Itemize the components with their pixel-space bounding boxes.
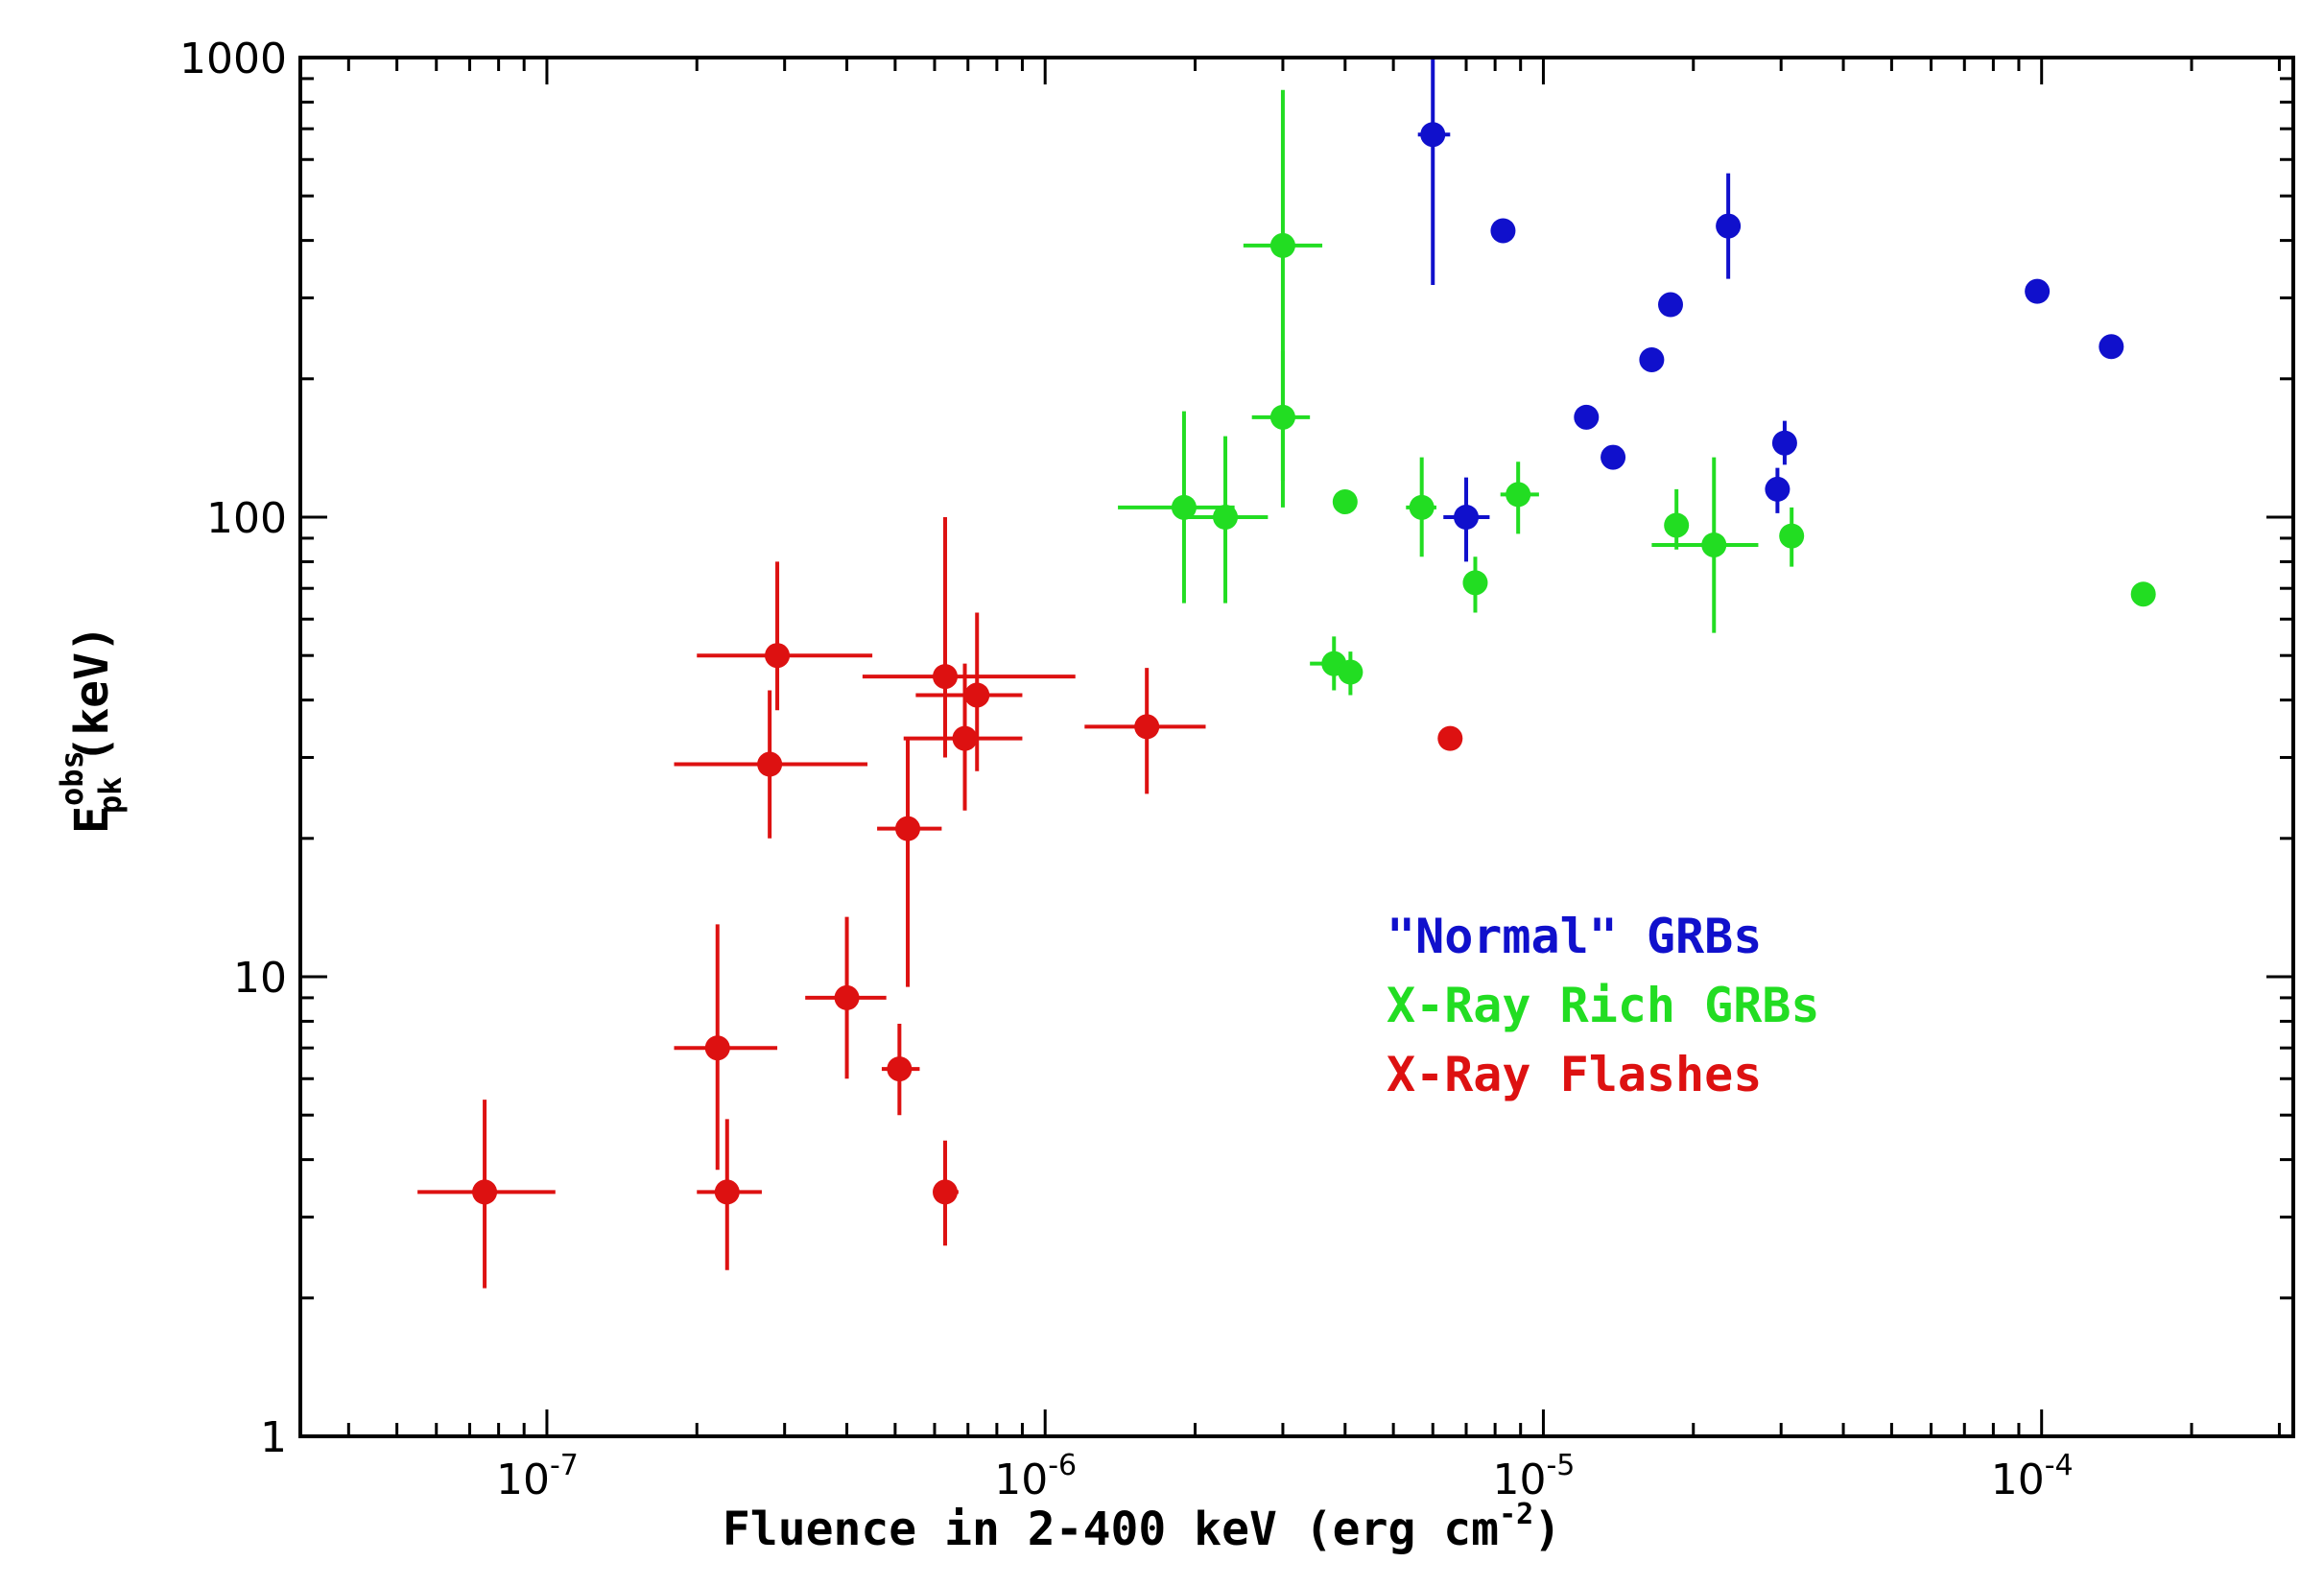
y-axis-label-unit: (keV) <box>65 625 119 764</box>
normal-grb-point <box>1490 218 1516 244</box>
legend: "Normal" GRBs X-Ray Rich GRBs X-Ray Flas… <box>1387 909 1820 1102</box>
normal-grb-point <box>2025 278 2051 304</box>
xray-flash-point <box>933 1179 959 1205</box>
xray-flash-point <box>933 664 959 690</box>
xray-rich-grb-point <box>2130 581 2156 607</box>
y-tick-label: 10 <box>233 954 287 1003</box>
x-axis-label-exponent: -2 <box>1499 1498 1533 1531</box>
xray-rich-grb-point <box>1332 488 1358 514</box>
y-axis-label-sup: obs <box>54 750 90 806</box>
xray-rich-grb-point <box>1269 232 1295 258</box>
xray-flash-point <box>895 816 921 841</box>
xray-rich-grb-point <box>1701 532 1727 557</box>
x-tick-label: 10-4 <box>1991 1449 2074 1504</box>
x-tick-label: 10-7 <box>496 1449 579 1504</box>
normal-grb-point <box>1420 122 1446 148</box>
x-tick-label-exponent: -5 <box>1546 1449 1575 1482</box>
xray-flash-point <box>714 1179 740 1205</box>
data-markers <box>472 122 2156 1205</box>
xray-flash-point <box>472 1179 498 1205</box>
x-axis-label-close: ) <box>1533 1503 1561 1556</box>
x-tick-label: 10-6 <box>994 1449 1077 1504</box>
xray-flash-point <box>757 751 783 777</box>
y-tick-label: 100 <box>206 494 287 543</box>
normal-grb-point <box>1601 444 1626 470</box>
y-axis-label-main: E <box>65 806 119 834</box>
xray-rich-grb-point <box>1779 523 1805 549</box>
xray-flash-point <box>1134 714 1160 740</box>
legend-xray-flashes: X-Ray Flashes <box>1387 1047 1762 1102</box>
xray-flash-point <box>887 1056 913 1082</box>
x-tick-label-exponent: -7 <box>550 1449 579 1482</box>
xray-rich-grb-point <box>1506 482 1531 508</box>
x-tick-label-base: 10 <box>994 1456 1048 1504</box>
y-tick-label: 1000 <box>179 35 287 83</box>
x-tick-label-base: 10 <box>496 1456 550 1504</box>
xray-rich-grb-point <box>1213 505 1239 530</box>
y-tick-label: 1 <box>260 1413 287 1462</box>
xray-rich-grb-point <box>1338 659 1364 685</box>
legend-normal-grbs: "Normal" GRBs <box>1387 909 1762 964</box>
normal-grb-point <box>1658 292 1684 318</box>
xray-flash-point <box>834 984 860 1010</box>
normal-grb-point <box>1574 404 1600 430</box>
xray-rich-grb-point <box>1171 494 1197 520</box>
axis-ticks <box>300 56 2293 1438</box>
xray-rich-grb-point <box>1462 570 1488 596</box>
normal-grb-point <box>1771 430 1797 456</box>
y-axis-label: Eobspk (keV) <box>54 625 129 834</box>
x-axis-label: Fluence in 2-400 keV (erg cm-2) <box>723 1498 1561 1556</box>
xray-rich-grb-point <box>1664 512 1690 538</box>
xray-rich-grb-point <box>1269 404 1295 430</box>
x-tick-label-base: 10 <box>1492 1456 1546 1504</box>
legend-xray-rich-grbs: X-Ray Rich GRBs <box>1387 978 1820 1033</box>
x-tick-label-exponent: -4 <box>2045 1449 2074 1482</box>
normal-grb-point <box>1765 476 1790 502</box>
normal-grb-point <box>1639 346 1665 372</box>
x-tick-label: 10-5 <box>1492 1449 1575 1504</box>
x-axis-label-main: Fluence in 2-400 keV (erg cm <box>723 1503 1499 1556</box>
xray-flash-point <box>964 682 990 708</box>
normal-grb-point <box>1454 505 1480 530</box>
x-tick-label-exponent: -6 <box>1048 1449 1077 1482</box>
normal-grb-point <box>2099 334 2124 360</box>
plot-frame <box>298 56 2295 1438</box>
y-axis-label-sub: pk <box>92 777 129 815</box>
xray-flash-point <box>704 1035 730 1061</box>
xray-flash-point <box>765 643 791 669</box>
normal-grb-point <box>1716 213 1742 239</box>
x-tick-label-base: 10 <box>1991 1456 2045 1504</box>
xray-flash-point <box>952 725 978 751</box>
xray-flash-point <box>1437 725 1463 751</box>
xray-rich-grb-point <box>1409 494 1435 520</box>
